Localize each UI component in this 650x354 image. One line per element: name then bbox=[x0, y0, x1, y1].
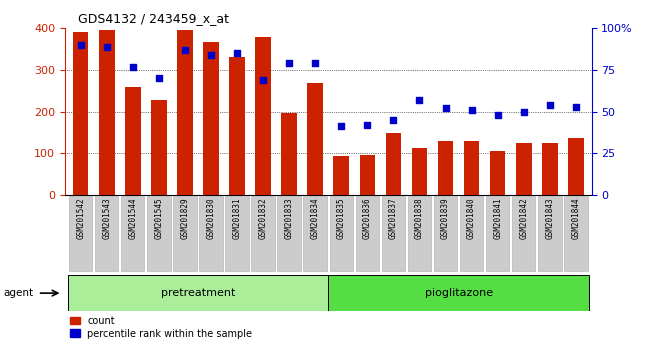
Point bbox=[388, 117, 398, 123]
Point bbox=[284, 61, 294, 66]
Text: GSM201829: GSM201829 bbox=[181, 197, 189, 239]
Text: GSM201837: GSM201837 bbox=[389, 197, 398, 239]
Point bbox=[440, 105, 450, 111]
FancyBboxPatch shape bbox=[434, 196, 457, 271]
Bar bbox=[151, 100, 166, 195]
Text: GSM201841: GSM201841 bbox=[493, 197, 502, 239]
Bar bbox=[328, 275, 589, 311]
FancyBboxPatch shape bbox=[200, 196, 223, 271]
Point bbox=[75, 42, 86, 48]
Point bbox=[258, 77, 268, 83]
Bar bbox=[437, 141, 453, 195]
Point bbox=[414, 97, 424, 103]
Point bbox=[153, 75, 164, 81]
Bar bbox=[490, 151, 506, 195]
Text: GSM201838: GSM201838 bbox=[415, 197, 424, 239]
Point bbox=[206, 52, 216, 58]
Text: GSM201834: GSM201834 bbox=[311, 197, 320, 239]
FancyBboxPatch shape bbox=[486, 196, 510, 271]
Bar bbox=[68, 275, 328, 311]
FancyBboxPatch shape bbox=[460, 196, 484, 271]
FancyBboxPatch shape bbox=[173, 196, 196, 271]
Bar bbox=[255, 37, 271, 195]
Text: agent: agent bbox=[3, 288, 33, 298]
FancyBboxPatch shape bbox=[382, 196, 405, 271]
Bar bbox=[359, 155, 375, 195]
Bar bbox=[229, 57, 245, 195]
Text: GSM201543: GSM201543 bbox=[102, 197, 111, 239]
Text: pioglitazone: pioglitazone bbox=[424, 288, 493, 298]
Point bbox=[127, 64, 138, 69]
FancyBboxPatch shape bbox=[538, 196, 562, 271]
FancyBboxPatch shape bbox=[356, 196, 379, 271]
Bar bbox=[464, 141, 480, 195]
Text: GSM201831: GSM201831 bbox=[233, 197, 242, 239]
Legend: count, percentile rank within the sample: count, percentile rank within the sample bbox=[70, 316, 252, 338]
Text: GSM201843: GSM201843 bbox=[545, 197, 554, 239]
Bar bbox=[125, 86, 140, 195]
Bar bbox=[411, 148, 427, 195]
Text: GSM201545: GSM201545 bbox=[154, 197, 163, 239]
Text: GSM201842: GSM201842 bbox=[519, 197, 528, 239]
FancyBboxPatch shape bbox=[564, 196, 588, 271]
FancyBboxPatch shape bbox=[95, 196, 118, 271]
Text: GDS4132 / 243459_x_at: GDS4132 / 243459_x_at bbox=[78, 12, 229, 25]
Bar bbox=[516, 143, 532, 195]
FancyBboxPatch shape bbox=[121, 196, 144, 271]
Text: GSM201840: GSM201840 bbox=[467, 197, 476, 239]
Text: GSM201830: GSM201830 bbox=[207, 197, 215, 239]
Text: GSM201835: GSM201835 bbox=[337, 197, 346, 239]
Bar bbox=[177, 30, 192, 195]
Text: pretreatment: pretreatment bbox=[161, 288, 235, 298]
Bar bbox=[203, 42, 219, 195]
FancyBboxPatch shape bbox=[226, 196, 249, 271]
FancyBboxPatch shape bbox=[278, 196, 301, 271]
Bar bbox=[73, 33, 88, 195]
FancyBboxPatch shape bbox=[512, 196, 536, 271]
Text: GSM201839: GSM201839 bbox=[441, 197, 450, 239]
Text: GSM201836: GSM201836 bbox=[363, 197, 372, 239]
FancyBboxPatch shape bbox=[304, 196, 327, 271]
FancyBboxPatch shape bbox=[408, 196, 431, 271]
Point bbox=[179, 47, 190, 53]
Bar bbox=[307, 83, 323, 195]
Point bbox=[362, 122, 372, 128]
Point bbox=[493, 112, 503, 118]
Point bbox=[336, 124, 346, 129]
Text: GSM201833: GSM201833 bbox=[285, 197, 294, 239]
Point bbox=[571, 104, 581, 109]
Bar bbox=[99, 30, 114, 195]
Point bbox=[545, 102, 555, 108]
FancyBboxPatch shape bbox=[252, 196, 275, 271]
Point bbox=[519, 109, 529, 114]
Bar bbox=[281, 113, 297, 195]
Bar bbox=[542, 143, 558, 195]
Point bbox=[467, 107, 477, 113]
Bar bbox=[568, 138, 584, 195]
Point bbox=[101, 44, 112, 50]
Text: GSM201542: GSM201542 bbox=[76, 197, 85, 239]
Text: GSM201832: GSM201832 bbox=[259, 197, 268, 239]
Bar bbox=[385, 133, 401, 195]
Point bbox=[232, 51, 242, 56]
Point bbox=[310, 61, 320, 66]
FancyBboxPatch shape bbox=[330, 196, 353, 271]
Text: GSM201544: GSM201544 bbox=[128, 197, 137, 239]
Text: GSM201844: GSM201844 bbox=[571, 197, 580, 239]
Bar bbox=[333, 156, 349, 195]
FancyBboxPatch shape bbox=[147, 196, 170, 271]
FancyBboxPatch shape bbox=[69, 196, 92, 271]
